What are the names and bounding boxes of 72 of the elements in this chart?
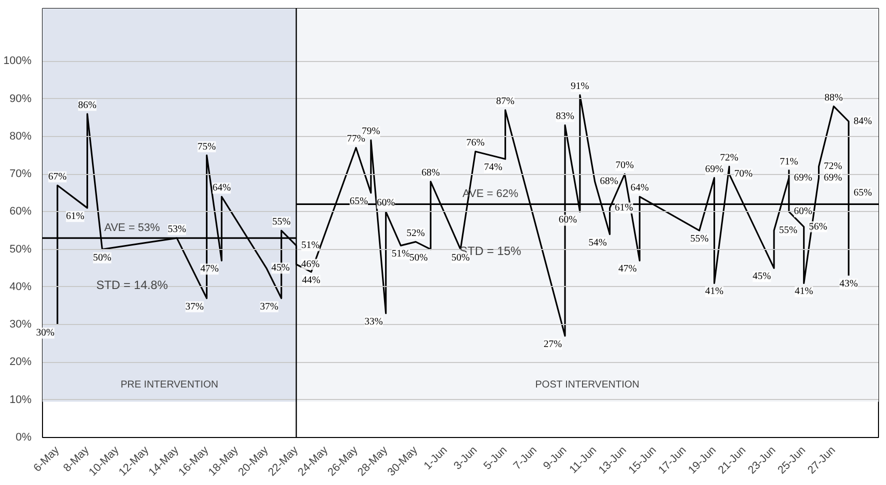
data-label: 70% <box>734 168 753 180</box>
y-tick-label: 20% <box>9 356 32 368</box>
data-label: 50% <box>451 252 470 264</box>
data-label: 77% <box>346 134 366 145</box>
data-label: 83% <box>556 111 574 122</box>
band-label: PRE INTERVENTION <box>120 379 218 390</box>
data-label: 55% <box>779 225 798 236</box>
data-label: 91% <box>570 81 590 92</box>
data-label: 64% <box>630 182 649 194</box>
data-label: 88% <box>824 92 843 104</box>
data-label: 72% <box>720 152 738 164</box>
data-label: 53% <box>168 224 186 236</box>
data-label: 68% <box>600 176 618 188</box>
y-tick-label: 0% <box>16 432 32 444</box>
y-tick-label: 40% <box>9 280 32 293</box>
data-label: 55% <box>272 216 291 228</box>
data-label: 75% <box>198 141 216 152</box>
y-tick-label: 70% <box>9 168 32 180</box>
data-label: 69% <box>705 164 724 175</box>
data-label: 61% <box>614 202 634 214</box>
y-tick-label: 30% <box>9 318 32 331</box>
y-tick-label: 50% <box>9 243 32 256</box>
data-label: 69% <box>824 172 842 184</box>
data-label: 30% <box>36 328 54 339</box>
data-label: 46% <box>301 258 320 270</box>
data-label: 60% <box>558 214 577 226</box>
data-label: 45% <box>752 271 772 282</box>
data-label: 45% <box>271 262 290 274</box>
data-label: 43% <box>839 278 858 290</box>
data-label: 60% <box>794 206 812 218</box>
data-label: 56% <box>808 221 828 232</box>
data-label: 33% <box>364 316 383 328</box>
data-label: 68% <box>421 168 440 179</box>
data-label: 84% <box>854 116 872 127</box>
data-label: 86% <box>78 100 96 111</box>
annotation: AVE = 53% <box>104 222 160 234</box>
data-label: 50% <box>93 252 112 264</box>
y-tick-label: 100% <box>3 55 32 68</box>
data-label: 69% <box>794 172 812 184</box>
data-label: 51% <box>301 240 320 252</box>
data-label: 70% <box>616 160 634 172</box>
annotation: STD = 14.8% <box>96 278 168 292</box>
data-label: 47% <box>618 264 637 275</box>
data-label: 52% <box>406 228 425 239</box>
y-tick-label: 60% <box>9 206 32 218</box>
data-label: 71% <box>780 156 798 168</box>
data-label: 27% <box>544 338 562 350</box>
band-label: POST INTERVENTION <box>535 379 640 390</box>
data-label: 65% <box>350 196 368 207</box>
data-label: 64% <box>212 182 231 194</box>
y-tick-label: 80% <box>9 130 32 142</box>
y-tick-label: 90% <box>9 92 32 105</box>
data-label: 74% <box>484 162 502 174</box>
data-label: 87% <box>496 96 514 108</box>
data-label: 60% <box>376 198 396 209</box>
data-label: 72% <box>824 161 842 172</box>
data-label: 55% <box>690 234 709 245</box>
y-tick-label: 10% <box>9 394 32 406</box>
data-label: 65% <box>854 187 872 198</box>
data-label: 41% <box>794 286 814 298</box>
data-label: 37% <box>185 301 204 312</box>
data-label: 41% <box>705 286 724 298</box>
data-label: 76% <box>466 138 485 148</box>
data-label: 50% <box>409 252 428 264</box>
data-label: 61% <box>66 210 84 222</box>
data-label: 79% <box>362 126 380 138</box>
data-label: 47% <box>200 264 219 275</box>
data-label: 44% <box>302 274 320 286</box>
data-label: 54% <box>588 237 607 248</box>
data-label: 51% <box>392 248 410 260</box>
data-label: 67% <box>48 171 67 182</box>
data-label: 37% <box>260 301 278 312</box>
